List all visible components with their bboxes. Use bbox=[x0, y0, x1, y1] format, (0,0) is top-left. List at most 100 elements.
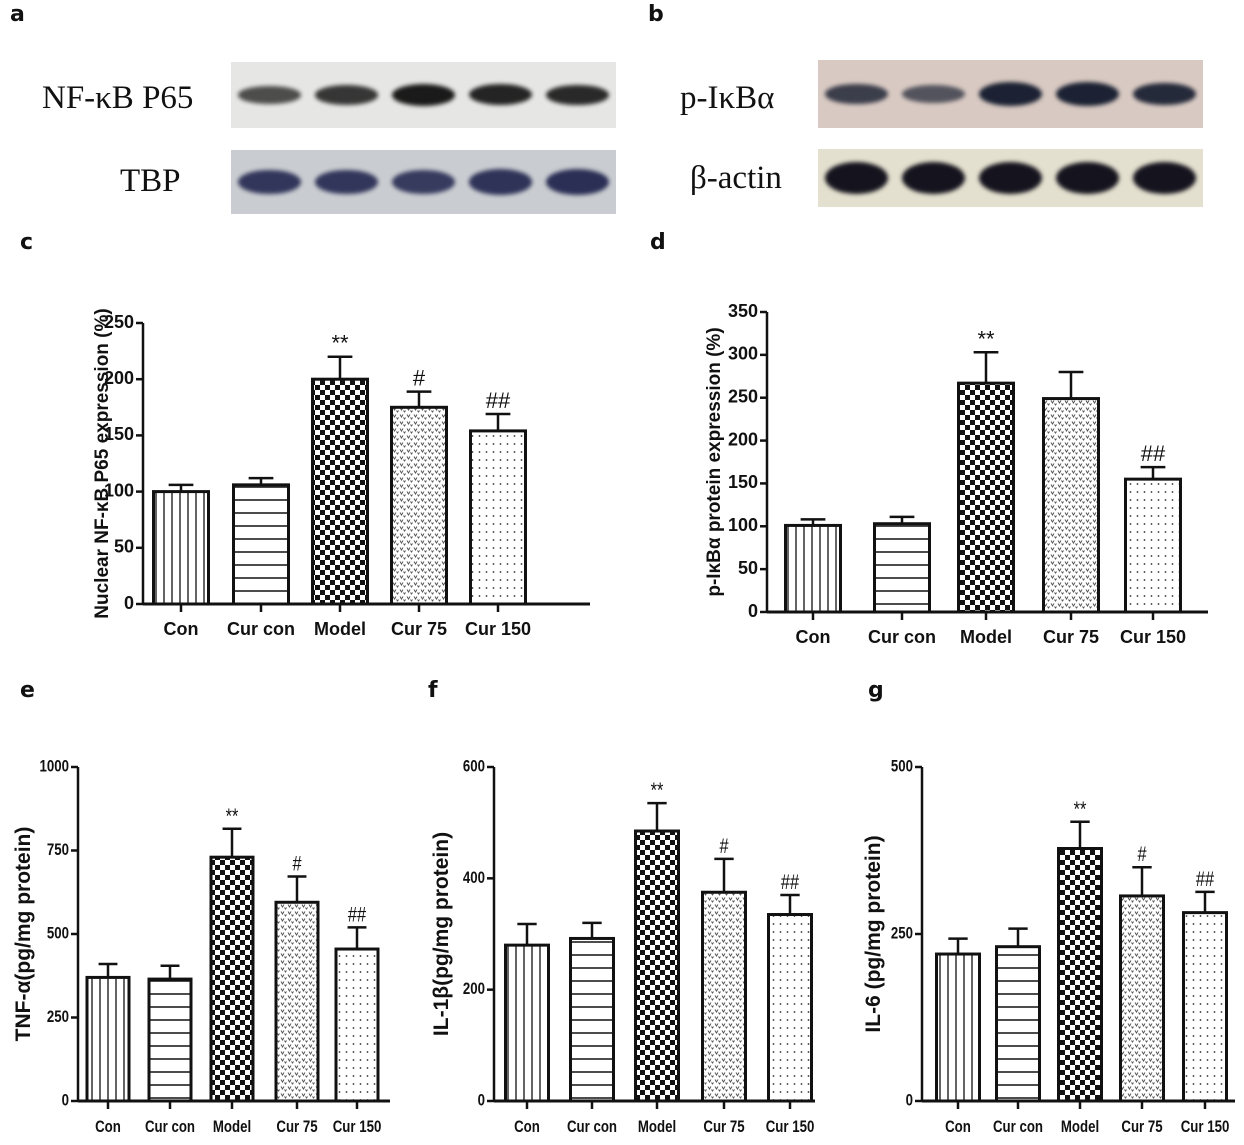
bar bbox=[1182, 911, 1228, 1103]
y-tick-label: 500 bbox=[891, 757, 913, 776]
bar bbox=[209, 855, 255, 1103]
bar bbox=[85, 975, 131, 1103]
blot-band bbox=[468, 169, 533, 195]
blot-band bbox=[1132, 82, 1197, 106]
bar bbox=[873, 522, 931, 614]
x-tick-label: Cur 75 bbox=[1121, 1118, 1163, 1137]
bar-chart-il-1beta: 0 200 400 600 IL-1β(pg/mg protein) Con Cur con… bbox=[430, 757, 815, 1136]
bar bbox=[469, 429, 527, 606]
western-blot-tbp bbox=[231, 150, 616, 214]
bar bbox=[147, 977, 193, 1103]
x-tick-label: Model bbox=[314, 619, 366, 639]
blot-band bbox=[1055, 82, 1120, 106]
bar-chart-tnf-alpha: 0 250 500 750 1000 TNF-α(pg/mg protein) Con Cur… bbox=[12, 757, 390, 1136]
panel-letter-a: a bbox=[10, 2, 25, 27]
panel-letter-b: b bbox=[648, 2, 664, 27]
blot-band bbox=[901, 84, 966, 104]
x-tick-label: Cur 75 bbox=[703, 1118, 745, 1137]
y-axis-title: IL-1β(pg/mg protein) bbox=[430, 832, 453, 1036]
y-tick-label: 1000 bbox=[40, 757, 69, 776]
western-blot-p-ikba bbox=[818, 60, 1203, 128]
bar bbox=[784, 523, 842, 614]
bar bbox=[152, 490, 210, 606]
blot-label-beta-actin: β-actin bbox=[690, 160, 782, 196]
y-axis-title: IL-6 (pg/mg protein) bbox=[862, 835, 885, 1032]
y-tick-label: 0 bbox=[62, 1091, 69, 1110]
bar bbox=[569, 936, 615, 1103]
blot-band bbox=[978, 162, 1043, 194]
bar bbox=[311, 377, 369, 606]
chart-plot-group: 0 250 500 750 1000 TNF-α(pg/mg protein) Con Cur… bbox=[12, 757, 390, 1136]
bar bbox=[274, 900, 320, 1103]
blot-band bbox=[1132, 162, 1197, 194]
y-tick-label: 200 bbox=[104, 368, 134, 388]
x-tick-label: Cur 75 bbox=[391, 619, 447, 639]
blot-band bbox=[314, 85, 379, 105]
x-tick-label: Cur 150 bbox=[1181, 1118, 1230, 1137]
y-tick-label: 250 bbox=[891, 924, 913, 943]
y-tick-label: 600 bbox=[463, 757, 485, 776]
blot-band bbox=[314, 169, 379, 195]
y-tick-label: 100 bbox=[104, 480, 134, 500]
x-tick-label: Cur 150 bbox=[465, 619, 531, 639]
bar bbox=[1119, 894, 1165, 1103]
chart-plot-group: 0 250 500 IL-6 (pg/mg protein) Con Cur con Mod… bbox=[862, 757, 1235, 1136]
blot-label-nfkb-p65: NF-κB P65 bbox=[42, 80, 194, 116]
x-tick-label: Cur con bbox=[868, 627, 936, 647]
blot-band bbox=[391, 169, 456, 195]
bar bbox=[390, 405, 448, 606]
significance-annotation: # bbox=[1137, 842, 1147, 865]
western-blot-nfkb-p65 bbox=[231, 62, 616, 128]
x-tick-label: Cur con bbox=[567, 1118, 617, 1137]
blot-band bbox=[978, 82, 1043, 106]
x-tick-label: Model bbox=[638, 1118, 676, 1137]
x-tick-label: Con bbox=[95, 1118, 121, 1137]
panel-letter-g: g bbox=[868, 678, 884, 703]
y-tick-label: 50 bbox=[114, 537, 134, 557]
x-tick-label: Model bbox=[1061, 1118, 1099, 1137]
bar bbox=[1124, 477, 1182, 614]
bar bbox=[935, 952, 981, 1103]
western-blot-beta-actin bbox=[818, 149, 1203, 207]
y-tick-label: 500 bbox=[47, 924, 69, 943]
bar bbox=[701, 890, 747, 1103]
significance-annotation: ## bbox=[781, 870, 800, 893]
chart-plot-group: 0 200 400 600 IL-1β(pg/mg protein) Con Cur con… bbox=[430, 757, 815, 1136]
y-tick-label: 0 bbox=[478, 1091, 485, 1110]
x-tick-label: Con bbox=[164, 619, 199, 639]
significance-annotation: ## bbox=[348, 902, 367, 925]
y-axis-title: TNF-α(pg/mg protein) bbox=[12, 827, 35, 1042]
bar bbox=[995, 945, 1041, 1103]
panel-letter-d: d bbox=[650, 230, 666, 255]
y-tick-label: 200 bbox=[728, 429, 758, 449]
bar bbox=[504, 943, 550, 1103]
blot-band bbox=[545, 84, 610, 106]
y-tick-label: 350 bbox=[728, 301, 758, 321]
x-tick-label: Cur con bbox=[145, 1118, 195, 1137]
blot-label-tbp: TBP bbox=[120, 163, 181, 199]
x-tick-label: Cur 75 bbox=[276, 1118, 318, 1137]
y-tick-label: 50 bbox=[738, 558, 758, 578]
blot-band bbox=[824, 162, 889, 194]
significance-annotation: # bbox=[292, 852, 302, 875]
y-tick-label: 150 bbox=[728, 472, 758, 492]
x-tick-label: Model bbox=[213, 1118, 251, 1137]
bar bbox=[767, 913, 813, 1103]
significance-annotation: ** bbox=[226, 804, 239, 827]
blot-band bbox=[901, 162, 966, 194]
significance-annotation: ## bbox=[486, 388, 511, 413]
x-tick-label: Con bbox=[945, 1118, 971, 1137]
y-tick-label: 300 bbox=[728, 344, 758, 364]
x-tick-label: Model bbox=[960, 627, 1012, 647]
y-tick-label: 0 bbox=[906, 1091, 913, 1110]
x-tick-label: Cur 150 bbox=[766, 1118, 815, 1137]
panel-letter-e: e bbox=[20, 678, 35, 703]
x-tick-label: Cur 150 bbox=[333, 1118, 382, 1137]
bar bbox=[1057, 846, 1103, 1103]
x-tick-label: Cur 75 bbox=[1043, 627, 1099, 647]
blot-band bbox=[391, 84, 456, 106]
blot-label-p-ikba: p-IκBα bbox=[680, 80, 775, 116]
blot-band bbox=[545, 169, 610, 195]
